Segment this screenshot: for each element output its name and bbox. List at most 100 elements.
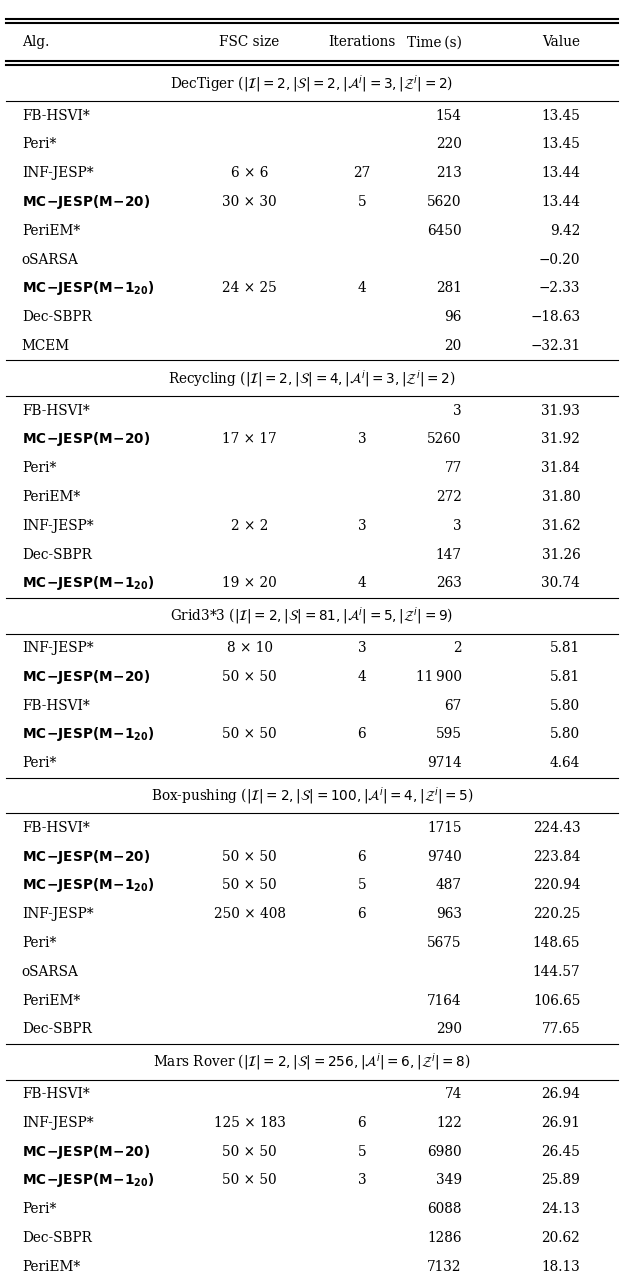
Text: $\mathbf{MC\!-\!JESP(M\!-\!20)}$: $\mathbf{MC\!-\!JESP(M\!-\!20)}$ [22, 1143, 150, 1161]
Text: 13.44: 13.44 [542, 166, 580, 180]
Text: INF-JESP*: INF-JESP* [22, 908, 94, 922]
Text: 220.25: 220.25 [533, 908, 580, 922]
Text: 50 × 50: 50 × 50 [222, 669, 277, 684]
Text: $\mathbf{MC\!-\!JESP(M\!-\!1_{20})}$: $\mathbf{MC\!-\!JESP(M\!-\!1_{20})}$ [22, 279, 154, 297]
Text: 144.57: 144.57 [533, 965, 580, 979]
Text: MCEM: MCEM [22, 339, 70, 353]
Text: 3: 3 [358, 518, 366, 532]
Text: 1715: 1715 [427, 820, 462, 835]
Text: 154: 154 [436, 109, 462, 123]
Text: 106.65: 106.65 [533, 993, 580, 1007]
Text: Value: Value [542, 36, 580, 49]
Text: 7132: 7132 [427, 1260, 462, 1274]
Text: 3: 3 [453, 403, 462, 417]
Text: 30.74: 30.74 [542, 576, 580, 590]
Text: INF-JESP*: INF-JESP* [22, 166, 94, 180]
Text: Dec-SBPR: Dec-SBPR [22, 548, 92, 562]
Text: oSARSA: oSARSA [22, 965, 79, 979]
Text: 6: 6 [358, 850, 366, 864]
Text: 77: 77 [444, 461, 462, 475]
Text: 220: 220 [436, 137, 462, 151]
Text: 30 × 30: 30 × 30 [222, 195, 277, 209]
Text: Peri*: Peri* [22, 1202, 56, 1216]
Text: 349: 349 [436, 1174, 462, 1188]
Text: Dec-SBPR: Dec-SBPR [22, 1023, 92, 1037]
Text: $\mathbf{MC\!-\!JESP(M\!-\!20)}$: $\mathbf{MC\!-\!JESP(M\!-\!20)}$ [22, 847, 150, 865]
Text: 487: 487 [436, 878, 462, 892]
Text: 4: 4 [358, 282, 366, 296]
Text: 31.93: 31.93 [542, 403, 580, 417]
Text: 26.45: 26.45 [542, 1144, 580, 1158]
Text: 3: 3 [453, 518, 462, 532]
Text: 31.92: 31.92 [542, 433, 580, 447]
Text: 74: 74 [444, 1087, 462, 1101]
Text: 122: 122 [436, 1116, 462, 1130]
Text: INF-JESP*: INF-JESP* [22, 518, 94, 532]
Text: 25.89: 25.89 [542, 1174, 580, 1188]
Text: 3: 3 [358, 1174, 366, 1188]
Text: $\mathbf{MC\!-\!JESP(M\!-\!20)}$: $\mathbf{MC\!-\!JESP(M\!-\!20)}$ [22, 668, 150, 686]
Text: 5: 5 [358, 878, 366, 892]
Text: 263: 263 [436, 576, 462, 590]
Text: 6: 6 [358, 908, 366, 922]
Text: INF-JESP*: INF-JESP* [22, 1116, 94, 1130]
Text: 26.94: 26.94 [542, 1087, 580, 1101]
Text: Alg.: Alg. [22, 36, 49, 49]
Text: 8 × 10: 8 × 10 [227, 641, 273, 655]
Text: 13.44: 13.44 [542, 195, 580, 209]
Text: 26.91: 26.91 [542, 1116, 580, 1130]
Text: 67: 67 [444, 699, 462, 713]
Text: 31.62: 31.62 [542, 518, 580, 532]
Text: FB-HSVI*: FB-HSVI* [22, 403, 90, 417]
Text: 24 × 25: 24 × 25 [222, 282, 277, 296]
Text: −18.63: −18.63 [530, 310, 580, 324]
Text: 125 × 183: 125 × 183 [213, 1116, 286, 1130]
Text: Peri*: Peri* [22, 461, 56, 475]
Text: PeriEM*: PeriEM* [22, 224, 80, 238]
Text: oSARSA: oSARSA [22, 252, 79, 266]
Text: $\mathbf{MC\!-\!JESP(M\!-\!1_{20})}$: $\mathbf{MC\!-\!JESP(M\!-\!1_{20})}$ [22, 575, 154, 593]
Text: −32.31: −32.31 [530, 339, 580, 353]
Text: 18.13: 18.13 [542, 1260, 580, 1274]
Text: 220.94: 220.94 [533, 878, 580, 892]
Text: 50 × 50: 50 × 50 [222, 727, 277, 741]
Text: 77.65: 77.65 [542, 1023, 580, 1037]
Text: FB-HSVI*: FB-HSVI* [22, 699, 90, 713]
Text: 2: 2 [453, 641, 462, 655]
Text: 9.42: 9.42 [550, 224, 580, 238]
Text: Peri*: Peri* [22, 936, 56, 950]
Text: 13.45: 13.45 [542, 137, 580, 151]
Text: 20: 20 [444, 339, 462, 353]
Text: PeriEM*: PeriEM* [22, 1260, 80, 1274]
Text: 24.13: 24.13 [542, 1202, 580, 1216]
Text: Iterations: Iterations [328, 36, 396, 49]
Text: 50 × 50: 50 × 50 [222, 878, 277, 892]
Text: Time (s): Time (s) [407, 36, 462, 49]
Text: 147: 147 [436, 548, 462, 562]
Text: 6 × 6: 6 × 6 [231, 166, 268, 180]
Text: 31.84: 31.84 [542, 461, 580, 475]
Text: 290: 290 [436, 1023, 462, 1037]
Text: 3: 3 [358, 433, 366, 447]
Text: 17 × 17: 17 × 17 [222, 433, 277, 447]
Text: 3: 3 [358, 641, 366, 655]
Text: FB-HSVI*: FB-HSVI* [22, 1087, 90, 1101]
Text: $\mathbf{MC\!-\!JESP(M\!-\!1_{20})}$: $\mathbf{MC\!-\!JESP(M\!-\!1_{20})}$ [22, 1171, 154, 1189]
Text: 50 × 50: 50 × 50 [222, 1174, 277, 1188]
Text: 250 × 408: 250 × 408 [213, 908, 286, 922]
Text: 50 × 50: 50 × 50 [222, 1144, 277, 1158]
Text: 272: 272 [436, 490, 462, 504]
Text: 13.45: 13.45 [542, 109, 580, 123]
Text: 5.81: 5.81 [550, 641, 580, 655]
Text: 5260: 5260 [427, 433, 462, 447]
Text: FB-HSVI*: FB-HSVI* [22, 109, 90, 123]
Text: INF-JESP*: INF-JESP* [22, 641, 94, 655]
Text: DecTiger ($|\mathcal{I}| = 2, |\mathcal{S}| = 2, |\mathcal{A}^i| = 3, |\mathcal{: DecTiger ($|\mathcal{I}| = 2, |\mathcal{… [170, 73, 454, 93]
Text: 5: 5 [358, 1144, 366, 1158]
Text: 281: 281 [436, 282, 462, 296]
Text: 19 × 20: 19 × 20 [222, 576, 277, 590]
Text: 223.84: 223.84 [533, 850, 580, 864]
Text: 148.65: 148.65 [533, 936, 580, 950]
Text: 4.64: 4.64 [550, 756, 580, 771]
Text: 20.62: 20.62 [542, 1231, 580, 1245]
